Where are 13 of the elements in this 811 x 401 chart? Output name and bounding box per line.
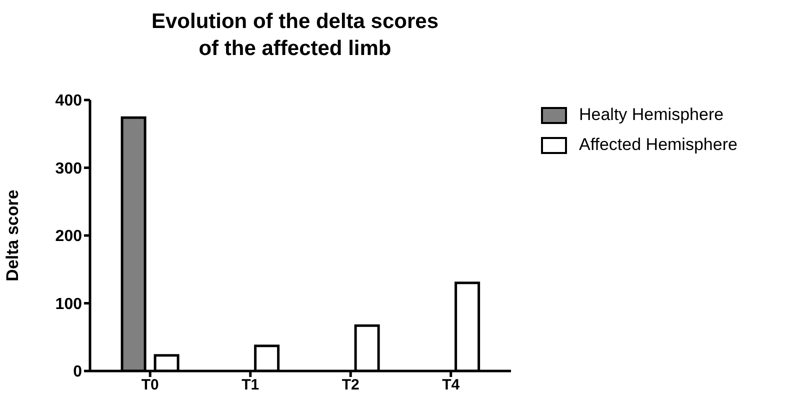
- y-tick-label: 200: [55, 228, 82, 246]
- x-tick-label: T1: [242, 376, 260, 394]
- legend-label: Affected Hemisphere: [579, 135, 738, 155]
- legend-label: Healty Hemisphere: [579, 105, 724, 125]
- x-tick-label: T2: [342, 376, 360, 394]
- y-tick-label: 0: [73, 364, 82, 381]
- x-tick-label: T0: [141, 376, 159, 394]
- y-tick-label: 300: [55, 160, 82, 178]
- chart-title: Evolution of the delta scores of the affected limb: [150, 9, 440, 62]
- y-axis-title: Delta score: [3, 190, 22, 282]
- x-tick-label: T4: [442, 376, 460, 394]
- y-tick-label: 400: [55, 92, 82, 110]
- y-tick-label: 100: [55, 296, 82, 313]
